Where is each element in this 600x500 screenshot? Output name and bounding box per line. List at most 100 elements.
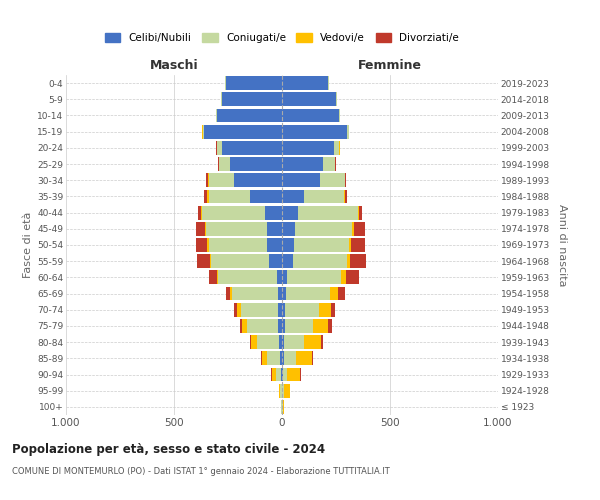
Bar [282, 174, 320, 187]
Bar [218, 270, 277, 284]
Bar [205, 222, 206, 235]
Bar [283, 384, 284, 398]
Bar [234, 303, 236, 316]
Bar [218, 157, 219, 171]
Bar [230, 157, 282, 171]
Bar [250, 190, 282, 203]
Bar [329, 286, 338, 300]
Bar [267, 222, 282, 235]
Bar [352, 222, 354, 235]
Bar [341, 270, 346, 284]
Bar [282, 352, 284, 365]
Bar [359, 206, 362, 220]
Bar [287, 368, 301, 382]
Bar [208, 174, 209, 187]
Bar [209, 238, 267, 252]
Bar [272, 368, 275, 382]
Bar [235, 174, 282, 187]
Bar [217, 108, 282, 122]
Bar [350, 254, 366, 268]
Bar [336, 92, 337, 106]
Bar [267, 238, 282, 252]
Bar [293, 254, 347, 268]
Bar [201, 206, 202, 220]
Bar [358, 206, 359, 220]
Bar [221, 141, 282, 154]
Bar [351, 238, 365, 252]
Bar [304, 336, 321, 349]
Bar [221, 92, 282, 106]
Bar [208, 190, 209, 203]
Bar [216, 108, 217, 122]
Bar [217, 141, 221, 154]
Bar [198, 206, 201, 220]
Bar [282, 206, 298, 220]
Bar [312, 352, 313, 365]
Bar [354, 222, 365, 235]
Bar [282, 125, 347, 138]
Bar [282, 141, 334, 154]
Bar [321, 336, 323, 349]
Bar [209, 174, 235, 187]
Bar [241, 303, 278, 316]
Bar [251, 336, 257, 349]
Bar [284, 336, 304, 349]
Bar [282, 108, 339, 122]
Bar [208, 238, 209, 252]
Bar [278, 303, 282, 316]
Bar [196, 222, 205, 235]
Bar [261, 352, 262, 365]
Bar [247, 319, 278, 333]
Bar [280, 352, 282, 365]
Bar [196, 238, 208, 252]
Bar [202, 206, 265, 220]
Bar [204, 125, 282, 138]
Bar [220, 157, 230, 171]
Bar [282, 270, 287, 284]
Bar [282, 319, 285, 333]
Bar [349, 238, 351, 252]
Bar [296, 352, 312, 365]
Bar [277, 270, 282, 284]
Bar [319, 303, 331, 316]
Bar [344, 174, 345, 187]
Bar [347, 125, 349, 138]
Bar [313, 319, 328, 333]
Bar [262, 352, 268, 365]
Bar [339, 108, 340, 122]
Bar [209, 254, 211, 268]
Bar [226, 286, 230, 300]
Bar [282, 286, 286, 300]
Bar [278, 319, 282, 333]
Bar [282, 157, 323, 171]
Bar [344, 190, 347, 203]
Bar [209, 190, 250, 203]
Bar [347, 254, 350, 268]
Bar [285, 303, 319, 316]
Bar [278, 286, 282, 300]
Bar [282, 303, 285, 316]
Bar [304, 190, 344, 203]
Bar [294, 238, 349, 252]
Bar [282, 222, 295, 235]
Bar [283, 368, 287, 382]
Bar [230, 286, 232, 300]
Bar [282, 254, 293, 268]
Bar [281, 368, 282, 382]
Bar [209, 270, 217, 284]
Bar [323, 157, 335, 171]
Text: Maschi: Maschi [149, 59, 199, 72]
Bar [331, 303, 335, 316]
Bar [282, 336, 284, 349]
Y-axis label: Anni di nascita: Anni di nascita [557, 204, 566, 286]
Legend: Celibi/Nubili, Coniugati/e, Vedovi/e, Divorziati/e: Celibi/Nubili, Coniugati/e, Vedovi/e, Di… [105, 32, 459, 43]
Bar [298, 206, 358, 220]
Bar [338, 286, 344, 300]
Bar [287, 270, 341, 284]
Bar [206, 222, 267, 235]
Bar [203, 125, 204, 138]
Bar [241, 319, 242, 333]
Bar [334, 141, 339, 154]
Y-axis label: Fasce di età: Fasce di età [23, 212, 33, 278]
Bar [271, 368, 272, 382]
